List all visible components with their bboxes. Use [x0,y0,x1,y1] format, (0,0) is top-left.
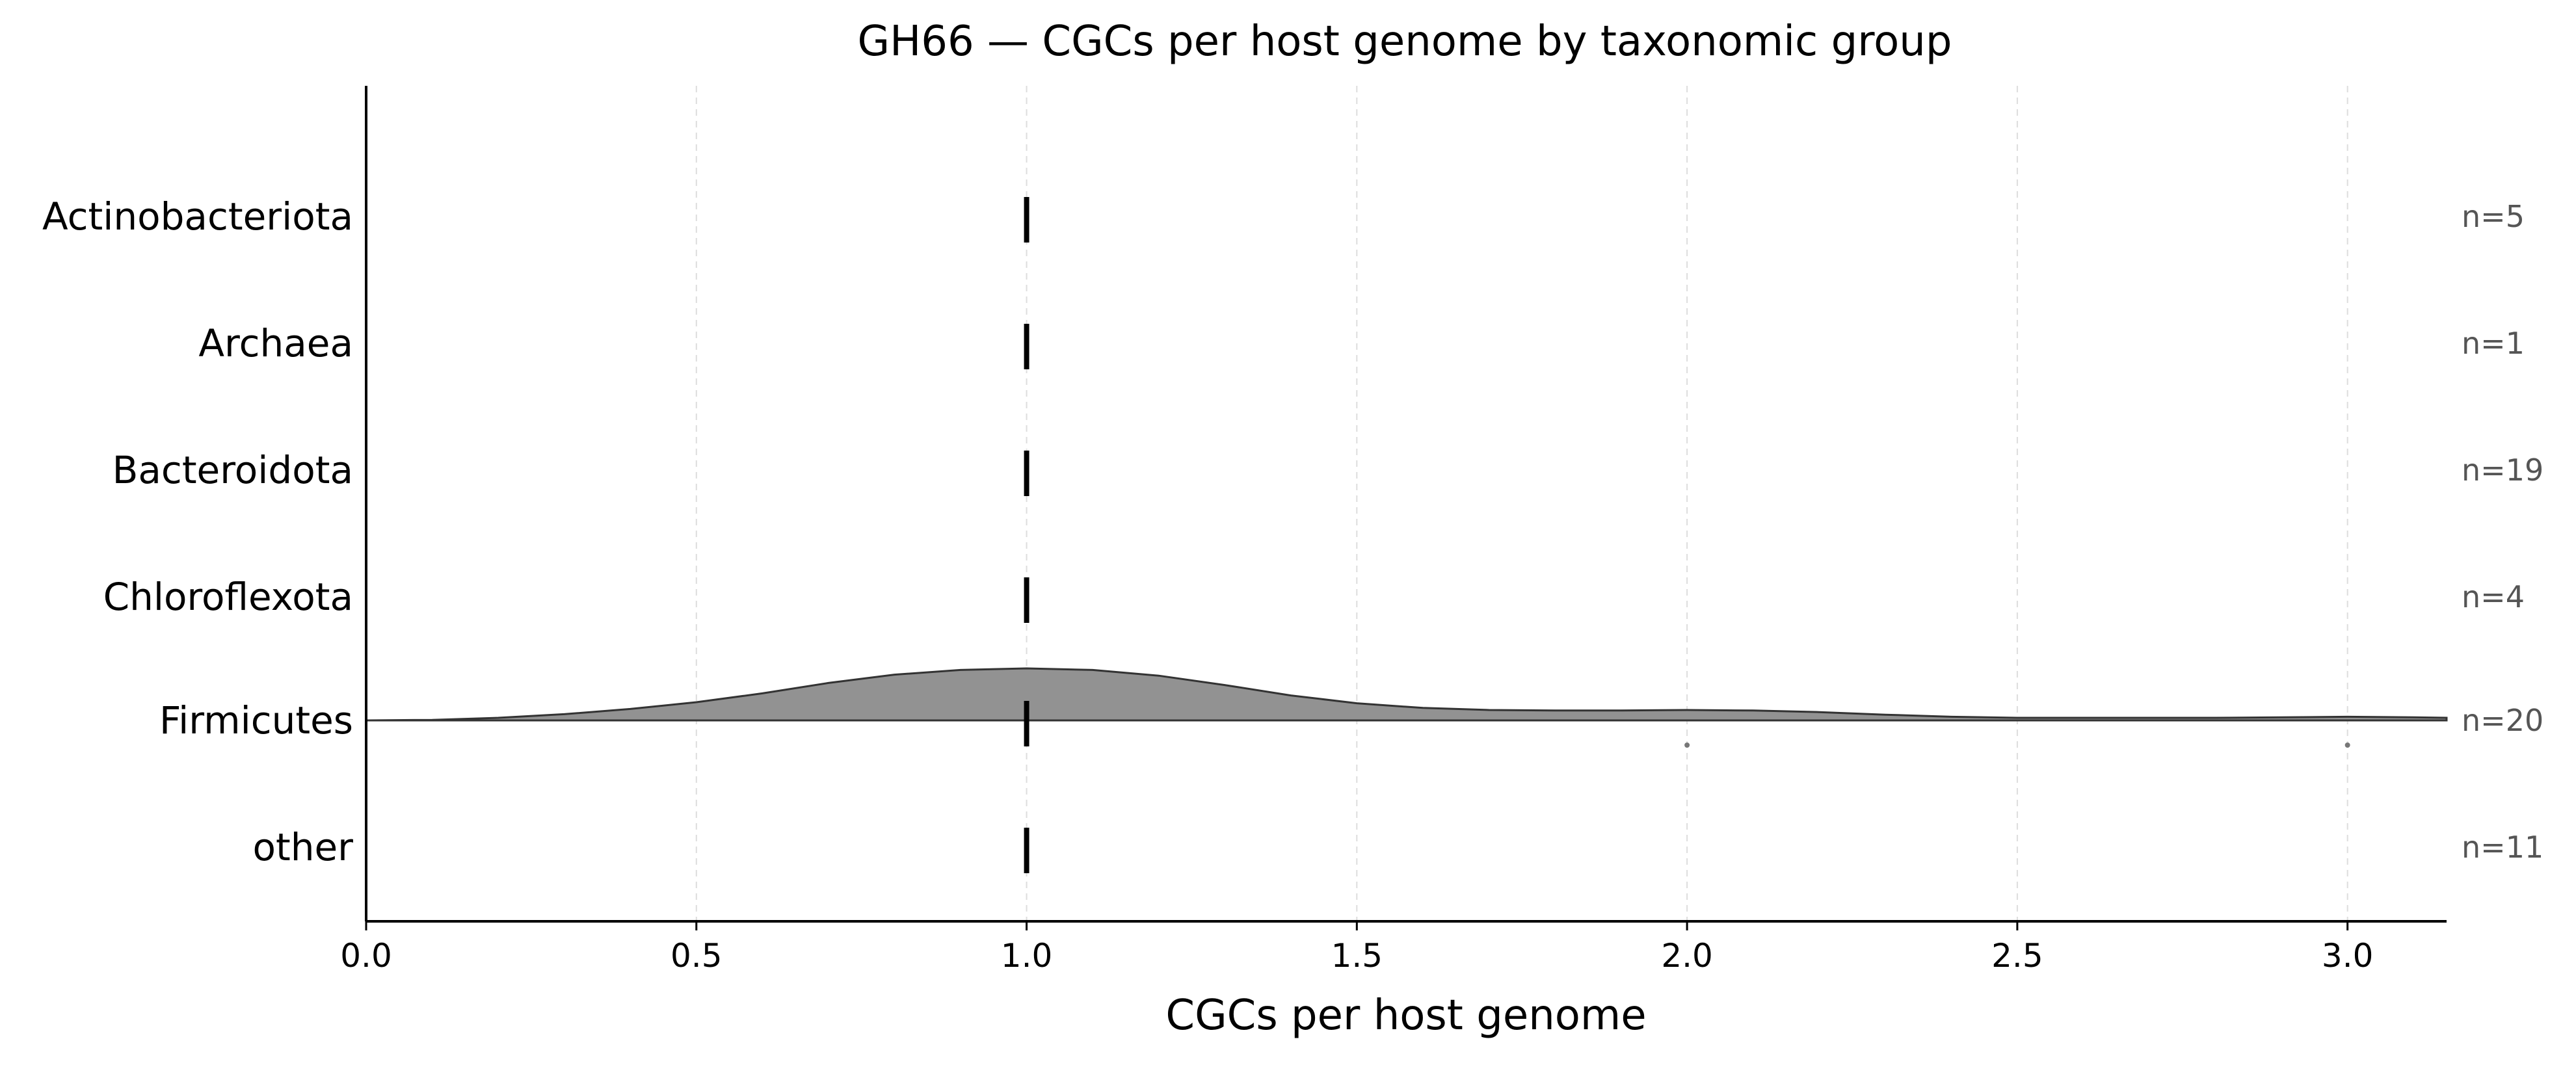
x-tick-label: 1.0 [1001,937,1053,975]
x-tick-label: 2.0 [1661,937,1713,975]
density-ridge [365,667,2448,722]
category-label: Archaea [198,321,353,365]
ridge-group: other n=11 [252,825,2543,873]
x-axis-label: CGCs per host genome [1165,992,1646,1040]
count-label: n=20 [2462,703,2543,738]
category-label: Actinobacteriota [42,194,353,239]
count-label: n=11 [2462,830,2543,865]
x-tick-label: 0.5 [671,937,723,975]
outlier-point [1684,743,1690,748]
category-label: Chloroflexota [103,575,353,619]
outlier-point [2344,743,2350,748]
count-label: n=5 [2462,199,2525,234]
ridge-group: Bacteroidota n=19 [113,448,2543,496]
ridge-layer: Actinobacteriota n=5 Archaea n=1 Bacteroidot… [42,194,2543,873]
count-label: n=4 [2462,579,2525,614]
ridge-group: Actinobacteriota n=5 [42,194,2525,243]
ridge-group: Firmicutes n=20 [159,667,2543,748]
x-tick-label: 0.0 [340,937,392,975]
chart-title: GH66 — CGCs per host genome by taxonomic… [858,18,1952,66]
category-label: Bacteroidota [113,448,353,492]
x-tick-label: 1.5 [1331,937,1383,975]
count-label: n=1 [2462,326,2525,361]
x-tick-label: 3.0 [2322,937,2374,975]
ridge-group: Archaea n=1 [198,321,2525,369]
x-tick-label: 2.5 [1991,937,2043,975]
axes-layer: 0.0 0.5 1.0 1.5 2.0 2.5 3.0 [340,86,2447,975]
grid-layer [695,86,2348,921]
category-label: Firmicutes [159,698,353,743]
ridge-group: Chloroflexota n=4 [103,575,2525,623]
count-label: n=19 [2462,453,2543,488]
category-label: other [252,825,353,869]
